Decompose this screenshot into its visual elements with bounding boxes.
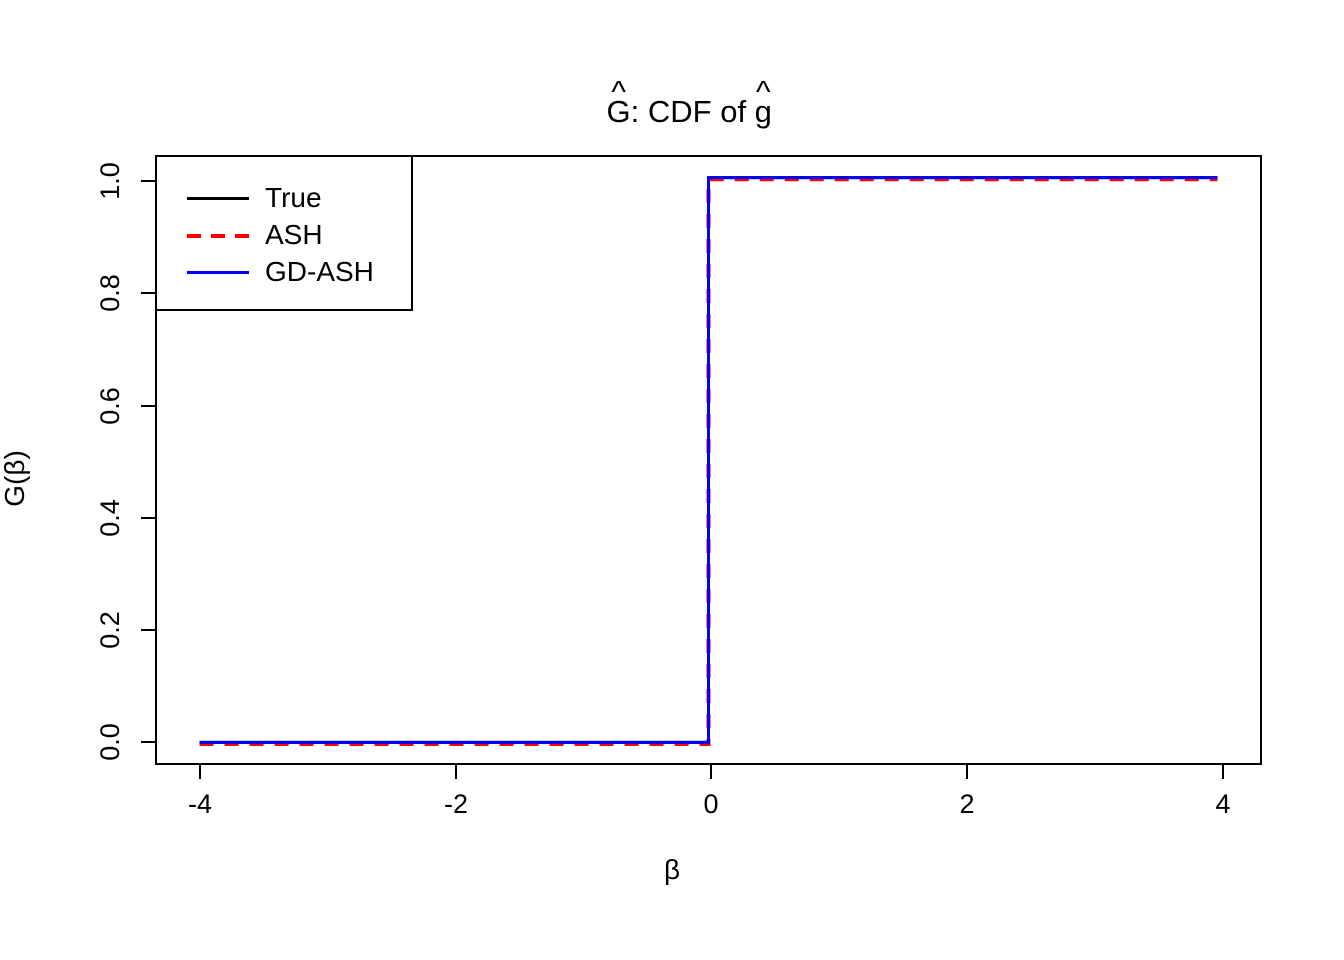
x-axis-label: β bbox=[663, 854, 681, 885]
x-tick-label-3: 2 bbox=[959, 789, 975, 819]
legend-entry-ash: ASH bbox=[157, 216, 415, 256]
legend-entry-true: True bbox=[157, 179, 415, 219]
y-tick-mark-5 bbox=[141, 180, 155, 182]
legend: True ASH GD-ASH bbox=[155, 155, 413, 311]
x-tick-mark-1 bbox=[455, 765, 457, 779]
ylabel-rest: (β) bbox=[0, 450, 30, 485]
x-tick-mark-4 bbox=[1222, 765, 1224, 779]
title-hat2-icon: ^ bbox=[756, 73, 771, 109]
legend-label-gd-ash: GD-ASH bbox=[265, 256, 374, 287]
ylabel-hat-icon: ^ bbox=[0, 485, 11, 507]
x-tick-mark-2 bbox=[710, 765, 712, 779]
legend-label-true: True bbox=[265, 182, 322, 213]
legend-line-sample-gd-ash bbox=[187, 271, 249, 274]
x-tick-mark-0 bbox=[199, 765, 201, 779]
x-tick-label-1: -2 bbox=[443, 789, 468, 819]
y-tick-mark-4 bbox=[141, 292, 155, 294]
y-tick-label-4: 0.8 bbox=[95, 274, 125, 312]
title-g-hat: ^ G bbox=[606, 76, 631, 131]
y-tick-mark-3 bbox=[141, 405, 155, 407]
legend-line-sample-ash bbox=[187, 234, 249, 238]
chart-title: ^ G: CDF of ^ g bbox=[0, 55, 1344, 169]
title-middle-text: : CDF of bbox=[630, 94, 755, 129]
legend-line-sample-true bbox=[187, 197, 249, 200]
ylabel-g-hat: ^G bbox=[0, 485, 32, 507]
legend-entry-gd-ash: GD-ASH bbox=[157, 253, 415, 293]
y-tick-label-1: 0.2 bbox=[95, 611, 125, 649]
plot-area bbox=[155, 155, 1262, 765]
title-hat-icon: ^ bbox=[611, 73, 626, 109]
x-tick-label-4: 4 bbox=[1215, 789, 1231, 819]
y-tick-label-2: 0.4 bbox=[95, 499, 125, 537]
title-g-base: G bbox=[606, 94, 631, 129]
title-g-lower-base: g bbox=[754, 94, 772, 129]
title-g-lower-hat: ^ g bbox=[754, 76, 772, 131]
y-tick-mark-0 bbox=[141, 741, 155, 743]
legend-label-ash: ASH bbox=[265, 219, 323, 250]
y-tick-mark-2 bbox=[141, 517, 155, 519]
y-tick-mark-1 bbox=[141, 629, 155, 631]
x-tick-label-0: -4 bbox=[187, 789, 212, 819]
x-tick-label-2: 0 bbox=[703, 789, 719, 819]
y-axis-label: ^G(β) bbox=[0, 424, 66, 564]
y-tick-label-3: 0.6 bbox=[95, 387, 125, 425]
y-tick-label-5: 1.0 bbox=[95, 162, 125, 200]
x-tick-mark-3 bbox=[966, 765, 968, 779]
y-tick-label-0: 0.0 bbox=[95, 723, 125, 761]
